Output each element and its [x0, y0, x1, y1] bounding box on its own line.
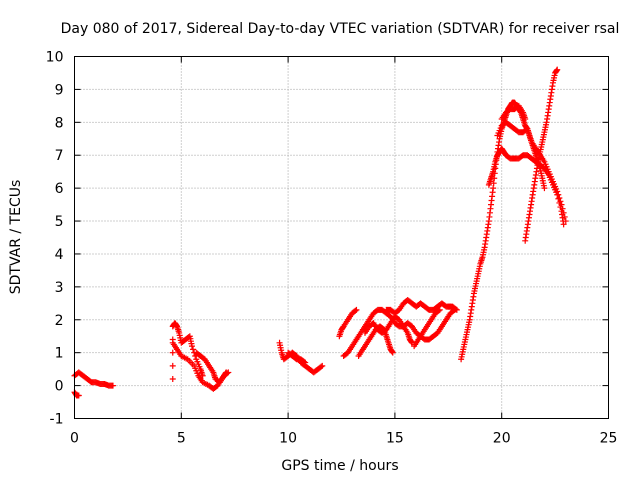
data-point — [555, 191, 562, 198]
data-point — [302, 359, 309, 366]
x-axis-label: GPS time / hours — [281, 458, 398, 474]
data-point — [318, 363, 325, 370]
data-point — [558, 201, 565, 208]
data-point — [352, 307, 359, 314]
y-tick-label: 5 — [55, 214, 64, 230]
data-point — [522, 116, 529, 123]
data-point — [190, 346, 197, 353]
chart-title: Day 080 of 2017, Sidereal Day-to-day VTE… — [61, 21, 620, 37]
data-series-arc-7 — [285, 349, 309, 366]
data-point — [75, 392, 82, 399]
data-series-arc-11 — [361, 313, 415, 346]
data-point — [169, 362, 176, 369]
data-point — [169, 376, 176, 383]
ticks-layer: 0 5 10 15 20 25 -1 0 1 2 3 4 5 6 7 8 9 10 — [46, 50, 618, 447]
x-tick-label: 15 — [386, 431, 404, 447]
data-series-arc-9 — [340, 306, 458, 359]
data-point — [452, 306, 459, 313]
y-tick-label: 3 — [55, 280, 64, 296]
data-point — [319, 362, 326, 369]
y-tick-label: 0 — [55, 379, 64, 395]
x-tick-label: 5 — [177, 431, 186, 447]
data-series-arc-3 — [169, 320, 206, 383]
x-tick-label: 20 — [493, 431, 511, 447]
data-point — [554, 188, 561, 195]
data-point — [560, 209, 567, 216]
data-point — [541, 185, 548, 192]
data-point — [453, 306, 460, 313]
data-point — [554, 66, 561, 73]
data-series-arc-13 — [411, 306, 443, 350]
data-points-layer — [71, 66, 569, 399]
data-series-arc-19 — [522, 66, 561, 244]
data-series-arc-17 — [494, 119, 569, 225]
y-tick-label: 2 — [55, 313, 64, 329]
data-point — [557, 198, 564, 205]
data-point — [559, 205, 566, 212]
data-series-arc-2 — [71, 369, 116, 389]
y-tick-label: 9 — [55, 82, 64, 98]
data-point — [188, 343, 195, 350]
data-point — [556, 195, 563, 202]
y-axis-label: SDTVAR / TECUs — [8, 180, 24, 295]
data-point — [435, 307, 442, 314]
data-point — [109, 382, 116, 389]
data-point — [353, 306, 360, 313]
data-series-arc-12 — [383, 297, 458, 317]
y-tick-label: 6 — [55, 181, 64, 197]
y-tick-label: 4 — [55, 247, 64, 263]
data-series-arc-8 — [336, 306, 360, 340]
data-point — [560, 221, 567, 228]
y-tick-label: 8 — [55, 115, 64, 131]
data-point — [561, 213, 568, 220]
data-point — [301, 358, 308, 365]
data-point — [562, 218, 569, 225]
x-tick-label: 10 — [279, 431, 297, 447]
data-point — [389, 349, 396, 356]
y-tick-label: 1 — [55, 346, 64, 362]
data-point — [223, 369, 230, 376]
data-point — [436, 306, 443, 313]
x-tick-label: 25 — [600, 431, 618, 447]
data-series-arc-18 — [498, 102, 529, 123]
x-tick-label: 0 — [70, 431, 79, 447]
data-series-arc-5 — [193, 349, 230, 386]
data-series-arc-14 — [445, 303, 460, 313]
y-tick-label: 7 — [55, 148, 64, 164]
data-point — [169, 349, 176, 356]
y-tick-label: 10 — [46, 50, 64, 66]
y-tick-label: -1 — [50, 412, 64, 428]
plot-frame — [74, 56, 609, 419]
